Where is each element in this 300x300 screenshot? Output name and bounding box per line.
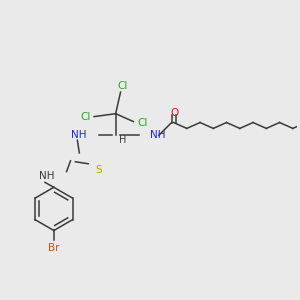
Text: Cl: Cl: [80, 112, 90, 122]
Text: Br: Br: [48, 243, 60, 253]
Text: NH: NH: [39, 170, 55, 181]
Text: Cl: Cl: [137, 118, 147, 128]
Text: O: O: [170, 108, 179, 118]
Text: Cl: Cl: [117, 81, 128, 91]
Text: NH: NH: [71, 130, 86, 140]
Text: H: H: [119, 135, 126, 145]
Text: S: S: [95, 165, 102, 175]
Text: NH: NH: [150, 130, 166, 140]
